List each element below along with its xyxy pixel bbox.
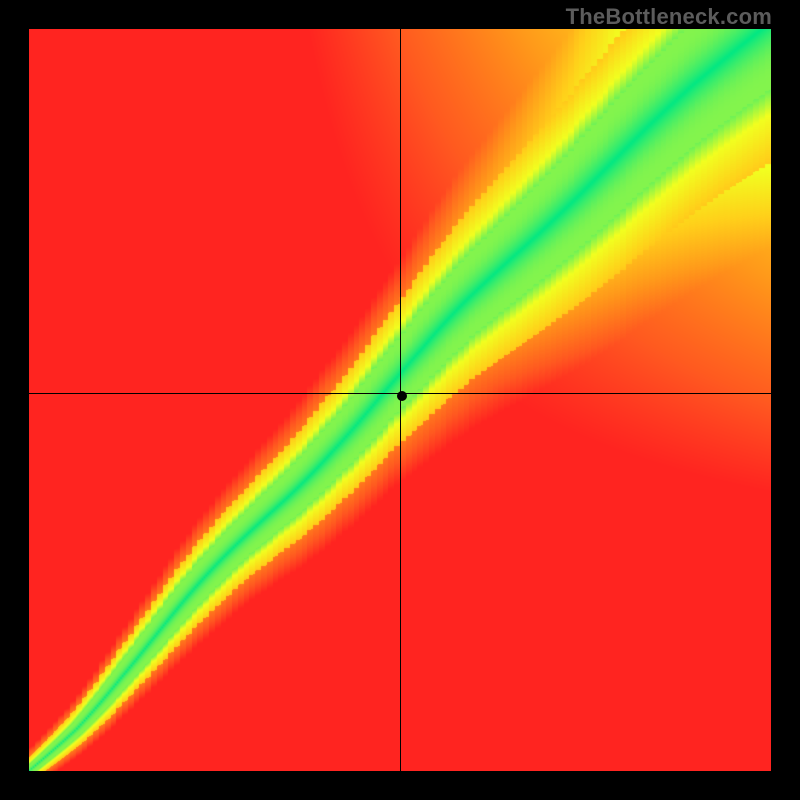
heatmap-plot-area (29, 29, 771, 771)
figure-outer: TheBottleneck.com (0, 0, 800, 800)
watermark-text: TheBottleneck.com (566, 4, 772, 30)
heatmap-canvas (29, 29, 771, 771)
